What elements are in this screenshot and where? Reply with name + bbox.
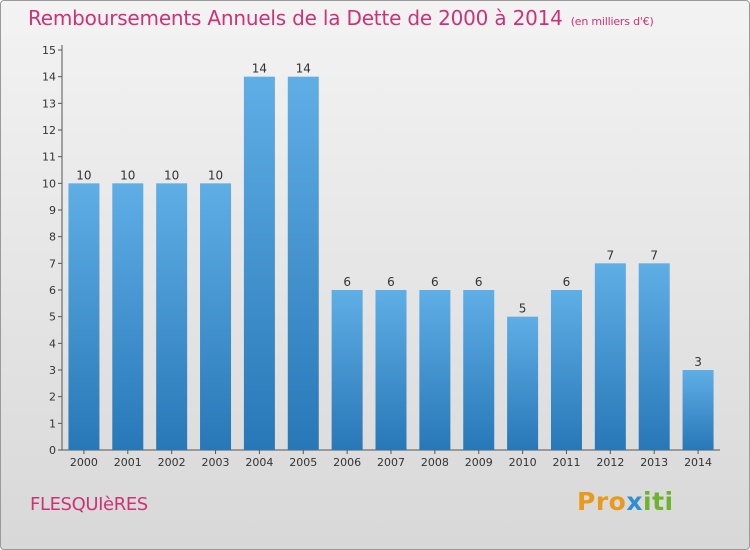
x-tick-label: 2008 bbox=[421, 456, 449, 469]
data-label: 14 bbox=[296, 62, 311, 76]
logo-letter: o bbox=[608, 487, 627, 516]
x-tick-label: 2011 bbox=[552, 456, 580, 469]
y-tick-label: 11 bbox=[42, 151, 56, 164]
data-label: 6 bbox=[387, 275, 395, 289]
y-tick-label: 5 bbox=[49, 311, 56, 324]
y-tick-label: 13 bbox=[42, 97, 56, 110]
y-tick-label: 0 bbox=[49, 444, 56, 457]
y-tick-label: 14 bbox=[42, 71, 56, 84]
y-tick-label: 8 bbox=[49, 231, 56, 244]
logo-letter: i bbox=[664, 487, 674, 516]
data-label: 5 bbox=[519, 302, 527, 316]
logo-letter: P bbox=[577, 487, 596, 516]
bar bbox=[243, 76, 275, 451]
y-tick-label: 9 bbox=[49, 204, 56, 217]
bar bbox=[331, 290, 363, 450]
bar bbox=[463, 290, 495, 450]
y-tick-label: 6 bbox=[49, 284, 56, 297]
x-tick-label: 2010 bbox=[509, 456, 537, 469]
x-tick-label: 2006 bbox=[333, 456, 361, 469]
x-tick-label: 2003 bbox=[202, 456, 230, 469]
data-label: 6 bbox=[563, 275, 571, 289]
logo-letter: x bbox=[626, 487, 643, 516]
data-label: 10 bbox=[120, 168, 135, 182]
x-tick-label: 2005 bbox=[289, 456, 317, 469]
y-tick-label: 1 bbox=[49, 417, 56, 430]
x-tick-label: 2000 bbox=[70, 456, 98, 469]
chart-subtitle: (en milliers d'€) bbox=[570, 15, 654, 28]
y-tick-label: 10 bbox=[42, 177, 56, 190]
bar bbox=[682, 370, 714, 450]
x-tick-label: 2002 bbox=[158, 456, 186, 469]
logo-letter: t bbox=[652, 487, 665, 516]
data-label: 10 bbox=[76, 168, 91, 182]
data-label: 10 bbox=[164, 168, 179, 182]
logo-letter: i bbox=[643, 487, 653, 516]
chart-title-text: Remboursements Annuels de la Dette de 20… bbox=[28, 6, 563, 30]
x-tick-label: 2009 bbox=[465, 456, 493, 469]
x-tick-label: 2014 bbox=[684, 456, 712, 469]
y-tick-label: 4 bbox=[49, 337, 56, 350]
bar bbox=[112, 183, 144, 451]
data-label: 14 bbox=[252, 62, 267, 76]
y-tick-label: 12 bbox=[42, 124, 56, 137]
bar bbox=[287, 76, 319, 451]
bar bbox=[594, 263, 626, 450]
data-label: 6 bbox=[431, 275, 439, 289]
bar bbox=[507, 316, 539, 450]
y-tick-label: 7 bbox=[49, 257, 56, 270]
logo-letter: r bbox=[595, 487, 609, 516]
data-label: 3 bbox=[694, 355, 702, 369]
proxiti-logo: Proxiti bbox=[577, 487, 674, 516]
bar bbox=[156, 183, 188, 451]
chart-title: Remboursements Annuels de la Dette de 20… bbox=[28, 6, 654, 30]
x-tick-label: 2012 bbox=[596, 456, 624, 469]
data-label: 7 bbox=[650, 248, 658, 262]
bar bbox=[550, 290, 582, 450]
y-tick-label: 15 bbox=[42, 44, 56, 57]
bar bbox=[68, 183, 100, 451]
y-tick-label: 3 bbox=[49, 364, 56, 377]
bar bbox=[375, 290, 407, 450]
x-tick-label: 2001 bbox=[114, 456, 142, 469]
x-tick-label: 2004 bbox=[245, 456, 273, 469]
town-name: FLESQUIèRES bbox=[30, 494, 148, 515]
bar bbox=[419, 290, 451, 450]
y-tick-label: 2 bbox=[49, 391, 56, 404]
x-tick-label: 2007 bbox=[377, 456, 405, 469]
data-label: 6 bbox=[343, 275, 351, 289]
data-label: 7 bbox=[607, 248, 615, 262]
data-label: 6 bbox=[475, 275, 483, 289]
x-tick-label: 2013 bbox=[640, 456, 668, 469]
bar bbox=[638, 263, 670, 450]
data-label: 10 bbox=[208, 168, 223, 182]
bar bbox=[200, 183, 232, 451]
